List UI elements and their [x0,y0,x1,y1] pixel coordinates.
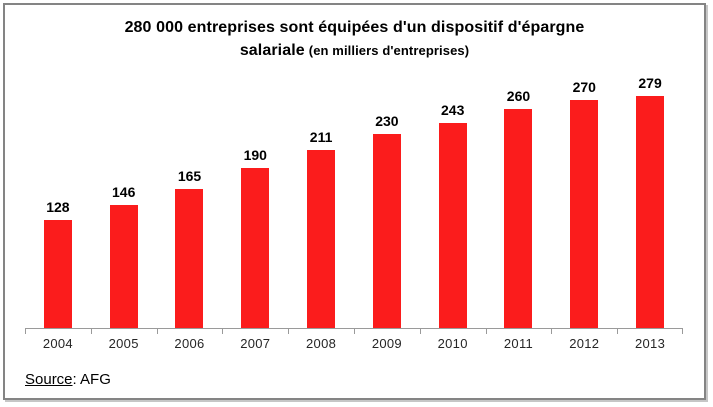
x-axis-tick [156,329,158,334]
x-axis-label: 2013 [635,336,666,351]
x-axis-label: 2007 [240,336,271,351]
bar-group-2005: 146 [91,75,157,328]
bar [307,150,336,328]
bar-group-2007: 190 [222,75,288,328]
bar-value-label: 211 [309,129,333,145]
bar [175,189,204,328]
bar [504,109,533,328]
x-axis-label: 2009 [371,336,402,351]
x-axis-label: 2008 [306,336,337,351]
chart-frame: 280 000 entreprises sont équipées d'un d… [3,3,706,400]
x-axis-tick [617,329,619,334]
bar-value-label: 243 [441,102,465,118]
x-axis-tick [25,329,26,334]
bar [109,205,138,328]
bar-group-2009: 230 [354,75,420,328]
bar-value-label: 128 [46,199,70,215]
bar [438,123,467,328]
bar-group-2012: 270 [551,75,617,328]
bar-group-2013: 279 [617,75,683,328]
chart-title: 280 000 entreprises sont équipées d'un d… [5,16,704,62]
source-label: Source [25,371,73,388]
x-axis-tick [485,329,487,334]
x-axis-tick [288,329,290,334]
x-axis-label: 2011 [503,336,534,351]
chart-title-line2: salariale [239,42,305,59]
bar-group-2004: 128 [25,75,91,328]
bar [372,134,401,328]
x-axis-label: 2012 [569,336,600,351]
bar-group-2008: 211 [288,75,354,328]
x-axis-line [25,328,683,329]
bar-value-label: 165 [177,168,202,184]
bar-value-label: 279 [638,75,662,91]
plot-area: 128 146 165 190 211 230 243 260 270 279 [25,75,683,334]
bar-group-2011: 260 [486,75,552,328]
x-axis-labels: 2004 2005 2006 2007 2008 2009 2010 2011 2012 2013 [25,336,683,351]
chart-title-line1: 280 000 entreprises sont équipées d'un d… [124,19,585,36]
bars-container: 128 146 165 190 211 230 243 260 270 279 [25,75,683,328]
bar-value-label: 230 [375,113,399,129]
x-axis-label: 2010 [437,336,468,351]
bar-group-2006: 165 [157,75,223,328]
x-axis-label: 2006 [174,336,205,351]
bar [241,168,270,328]
x-axis-label: 2005 [108,336,139,351]
bar-group-2010: 243 [420,75,486,328]
bar [636,96,665,328]
source-separator: : [72,371,81,388]
bar-value-label: 260 [506,88,531,104]
bar [570,100,599,328]
bar-value-label: 190 [243,147,267,163]
x-axis-tick [222,329,224,334]
x-axis-tick [354,329,355,334]
source-value: AFG [80,371,111,388]
bar-value-label: 270 [572,79,596,95]
x-axis-tick [90,329,92,334]
x-axis-tick [419,329,421,334]
x-axis-label: 2004 [42,336,73,351]
x-axis-tick [682,329,683,334]
chart-title-unit-note: (en milliers d'entreprises) [308,43,470,58]
source-note: Source: AFG [25,371,111,388]
bar [43,220,72,328]
bar-value-label: 146 [112,184,136,200]
x-axis-tick [551,329,553,334]
